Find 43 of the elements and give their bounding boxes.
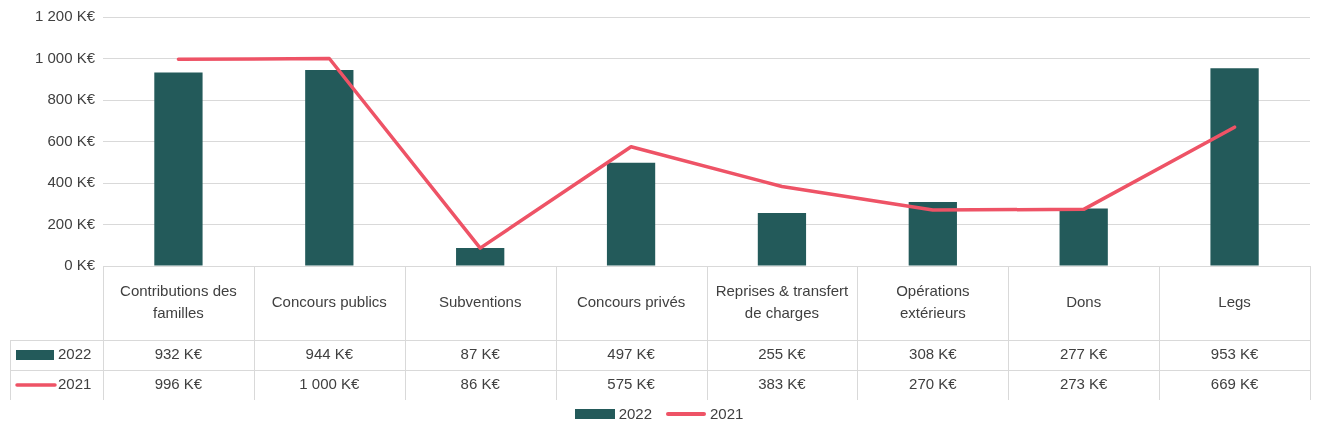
x-tick-label: Legs bbox=[1218, 293, 1251, 311]
data-label: 270 K€ bbox=[909, 375, 958, 393]
legend-label: 2022 bbox=[58, 345, 92, 363]
data-label: 383 K€ bbox=[758, 375, 807, 393]
bar bbox=[757, 213, 807, 266]
data-label: 277 K€ bbox=[1059, 345, 1109, 363]
y-tick-label: 1 200 K€ bbox=[34, 7, 96, 25]
x-tick-label: Contributions des familles bbox=[120, 282, 237, 322]
data-label: 86 K€ bbox=[460, 375, 501, 393]
y-tick-label: 600 K€ bbox=[47, 131, 96, 149]
bar bbox=[456, 247, 505, 266]
text: 2022 bbox=[618, 405, 652, 422]
data-label: 308 K€ bbox=[909, 345, 958, 363]
y-tick-label: 400 K€ bbox=[47, 173, 96, 191]
data-label: 1 000 K€ bbox=[299, 375, 360, 393]
x-tick-label: Reprises & transfert de charges bbox=[715, 282, 850, 322]
data-label: 932 K€ bbox=[154, 345, 203, 363]
x-tick-label: Subventions bbox=[438, 293, 522, 311]
bar bbox=[1059, 208, 1108, 266]
x-tick-label: Concours publics bbox=[271, 293, 387, 311]
x-tick-label: Concours privés bbox=[576, 293, 686, 311]
y-tick-label: 800 K€ bbox=[47, 90, 96, 108]
x-tick-label: Dons bbox=[1066, 293, 1102, 311]
data-label: 996 K€ bbox=[154, 375, 203, 393]
y-tick-label: 1 000 K€ bbox=[34, 48, 96, 66]
y-tick-label: 0 K€ bbox=[64, 256, 96, 274]
legend-label: 2021 bbox=[58, 375, 92, 393]
x-tick-label: Opérations extérieurs bbox=[896, 282, 970, 322]
bar bbox=[606, 162, 656, 266]
data-label: 273 K€ bbox=[1059, 375, 1109, 393]
data-label: 953 K€ bbox=[1210, 345, 1259, 363]
data-label: 575 K€ bbox=[607, 375, 656, 393]
bar bbox=[908, 202, 957, 266]
text: 2021 bbox=[710, 405, 744, 422]
y-tick-label: 200 K€ bbox=[47, 214, 96, 232]
data-label: 87 K€ bbox=[460, 345, 501, 363]
data-label: 944 K€ bbox=[305, 345, 354, 363]
bar bbox=[305, 70, 354, 266]
data-label: 669 K€ bbox=[1210, 375, 1259, 393]
bar bbox=[1210, 68, 1259, 266]
bar bbox=[154, 72, 203, 266]
data-label: 255 K€ bbox=[758, 345, 807, 363]
data-label: 497 K€ bbox=[607, 345, 656, 363]
